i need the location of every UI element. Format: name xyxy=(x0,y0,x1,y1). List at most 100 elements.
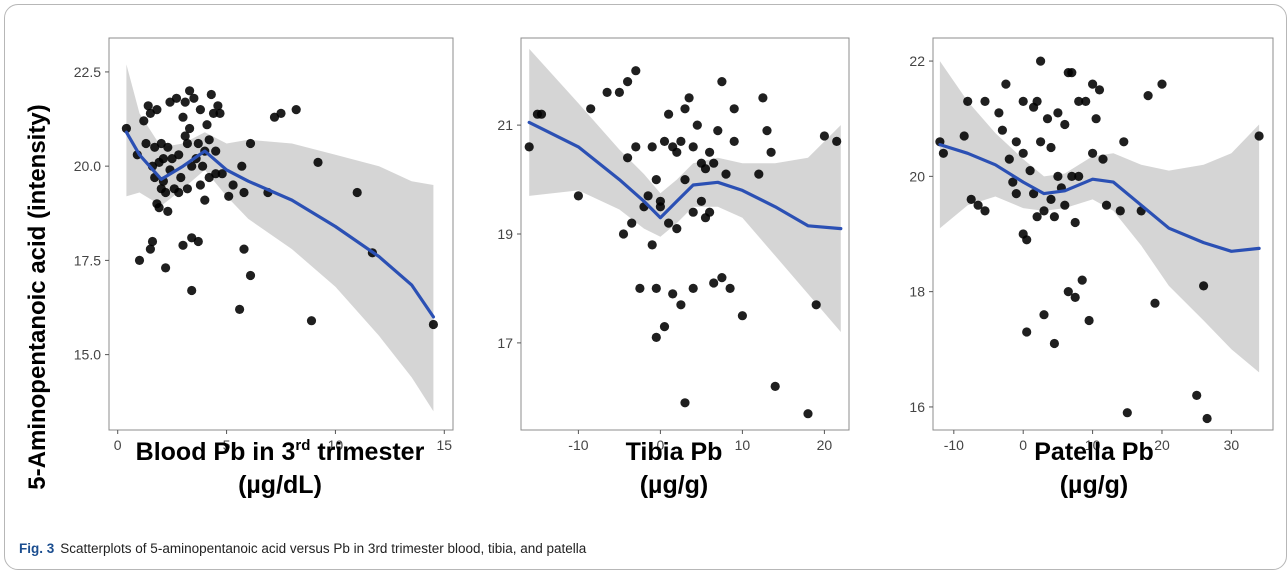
data-point-patella-53 xyxy=(1094,85,1105,95)
data-point-patella-37 xyxy=(1060,119,1070,130)
data-point-blood-46 xyxy=(193,236,203,247)
data-point-patella-55 xyxy=(1101,200,1112,210)
data-point-blood-58 xyxy=(211,169,221,179)
data-point-tibia-39 xyxy=(688,283,698,293)
data-point-patella-33 xyxy=(1049,338,1059,349)
data-point-tibia-5 xyxy=(602,87,612,97)
data-point-tibia-15 xyxy=(643,191,653,201)
data-point-blood-59 xyxy=(213,101,223,111)
x-tick-label-blood-2: 10 xyxy=(328,437,344,453)
panel-tibia: -10 0 10 20 17 19 21 xyxy=(497,37,850,453)
data-point-tibia-4 xyxy=(586,104,596,114)
data-point-patella-38 xyxy=(1060,200,1070,210)
data-point-blood-68 xyxy=(245,138,256,149)
data-point-tibia-8 xyxy=(623,77,633,87)
data-point-patella-58 xyxy=(1122,408,1132,418)
data-point-blood-29 xyxy=(174,150,184,160)
caption-text: Scatterplots of 5-aminopentanoic acid ve… xyxy=(60,541,587,556)
data-point-tibia-42 xyxy=(696,196,707,206)
x-tick-label-blood-0: 0 xyxy=(114,437,122,453)
y-tick-label-patella-1: 18 xyxy=(909,284,925,300)
x-axis-label-patella: Patella Pb (µg/g) xyxy=(914,436,1274,502)
data-point-blood-47 xyxy=(195,105,205,115)
data-point-blood-37 xyxy=(182,184,192,194)
data-point-patella-51 xyxy=(1088,148,1098,158)
data-point-patella-56 xyxy=(1115,206,1125,216)
x-tick-label-tibia-2: 10 xyxy=(735,437,751,453)
caption-label: Fig. 3 xyxy=(19,541,55,556)
data-point-blood-69 xyxy=(245,270,256,281)
data-point-tibia-23 xyxy=(659,136,670,146)
data-point-tibia-65 xyxy=(832,136,842,146)
data-point-tibia-0 xyxy=(524,142,534,152)
data-point-tibia-9 xyxy=(623,153,633,163)
data-point-blood-62 xyxy=(224,191,234,201)
data-point-patella-24 xyxy=(1032,212,1042,222)
smooth-line-blood xyxy=(124,130,435,319)
data-point-blood-63 xyxy=(228,180,238,190)
data-point-tibia-26 xyxy=(664,218,674,228)
x-axis-label-tibia-line2: (µg/g) xyxy=(639,471,709,499)
data-point-blood-75 xyxy=(313,157,323,167)
data-point-tibia-11 xyxy=(631,66,641,76)
y-tick-label-patella-2: 20 xyxy=(909,168,925,184)
data-point-tibia-24 xyxy=(659,322,670,332)
x-tick-label-patella-0: -10 xyxy=(944,437,964,453)
panel-border-blood xyxy=(108,37,454,431)
data-point-blood-30 xyxy=(174,187,184,198)
y-tick-label-patella-3: 22 xyxy=(909,53,925,69)
x-axis-label-blood-line1-pre: Blood Pb in 3 xyxy=(135,438,296,466)
data-point-tibia-55 xyxy=(729,104,739,114)
data-point-tibia-54 xyxy=(729,136,739,146)
data-point-blood-28 xyxy=(171,93,182,103)
data-point-patella-30 xyxy=(1046,142,1056,153)
data-point-patella-9 xyxy=(997,125,1008,135)
data-point-patella-41 xyxy=(1067,68,1077,78)
x-axis-label-tibia: Tibia Pb (µg/g) xyxy=(494,436,854,502)
data-point-patella-66 xyxy=(1254,131,1264,141)
data-point-patella-28 xyxy=(1039,310,1049,320)
data-point-blood-60 xyxy=(215,108,225,118)
data-point-tibia-34 xyxy=(680,175,690,185)
data-point-tibia-28 xyxy=(668,289,678,299)
x-axis-label-blood: Blood Pb in 3rd trimester (µg/dL) xyxy=(100,436,460,502)
data-point-blood-0 xyxy=(121,123,131,134)
y-tick-label-tibia-2: 21 xyxy=(497,117,513,133)
data-point-patella-29 xyxy=(1042,114,1053,124)
x-tick-label-tibia-0: -10 xyxy=(568,437,588,453)
data-point-patella-22 xyxy=(1029,189,1039,199)
data-point-blood-56 xyxy=(208,108,219,118)
data-point-blood-53 xyxy=(204,135,214,145)
smooth-line-patella xyxy=(938,143,1261,253)
data-point-blood-6 xyxy=(145,244,155,254)
data-point-patella-31 xyxy=(1046,194,1056,204)
panel-patella: -10 0 10 20 30 16 18 20 22 xyxy=(909,37,1274,453)
y-tick-label-blood-1: 17.5 xyxy=(74,252,101,268)
data-point-blood-65 xyxy=(237,161,247,171)
data-point-patella-8 xyxy=(994,108,1004,118)
data-point-blood-76 xyxy=(352,187,362,198)
data-point-blood-49 xyxy=(198,161,208,171)
data-point-patella-60 xyxy=(1143,91,1153,101)
panel-border-patella xyxy=(932,37,1274,431)
x-axis-label-blood-line2: (µg/dL) xyxy=(238,471,322,499)
data-point-tibia-2 xyxy=(536,109,547,119)
data-point-blood-21 xyxy=(161,263,171,273)
x-tick-label-tibia-3: 20 xyxy=(817,437,833,453)
x-axis-label-blood-sup: rd xyxy=(295,437,311,454)
data-point-blood-66 xyxy=(239,187,249,198)
x-tick-label-patella-3: 20 xyxy=(1154,437,1170,453)
data-point-blood-55 xyxy=(206,89,216,100)
data-point-tibia-48 xyxy=(709,278,719,288)
data-point-blood-43 xyxy=(189,93,199,103)
data-point-patella-65 xyxy=(1202,413,1212,424)
figure-caption: Fig. 3 Scatterplots of 5-aminopentanoic a… xyxy=(19,541,586,556)
data-point-tibia-29 xyxy=(672,147,682,157)
data-point-blood-67 xyxy=(239,244,249,254)
data-point-tibia-3 xyxy=(573,191,584,201)
data-point-tibia-33 xyxy=(680,104,690,114)
data-point-patella-7 xyxy=(980,206,990,216)
x-axis-label-tibia-line1: Tibia Pb xyxy=(625,438,723,466)
data-point-blood-78 xyxy=(428,319,438,330)
data-point-tibia-35 xyxy=(680,398,690,408)
